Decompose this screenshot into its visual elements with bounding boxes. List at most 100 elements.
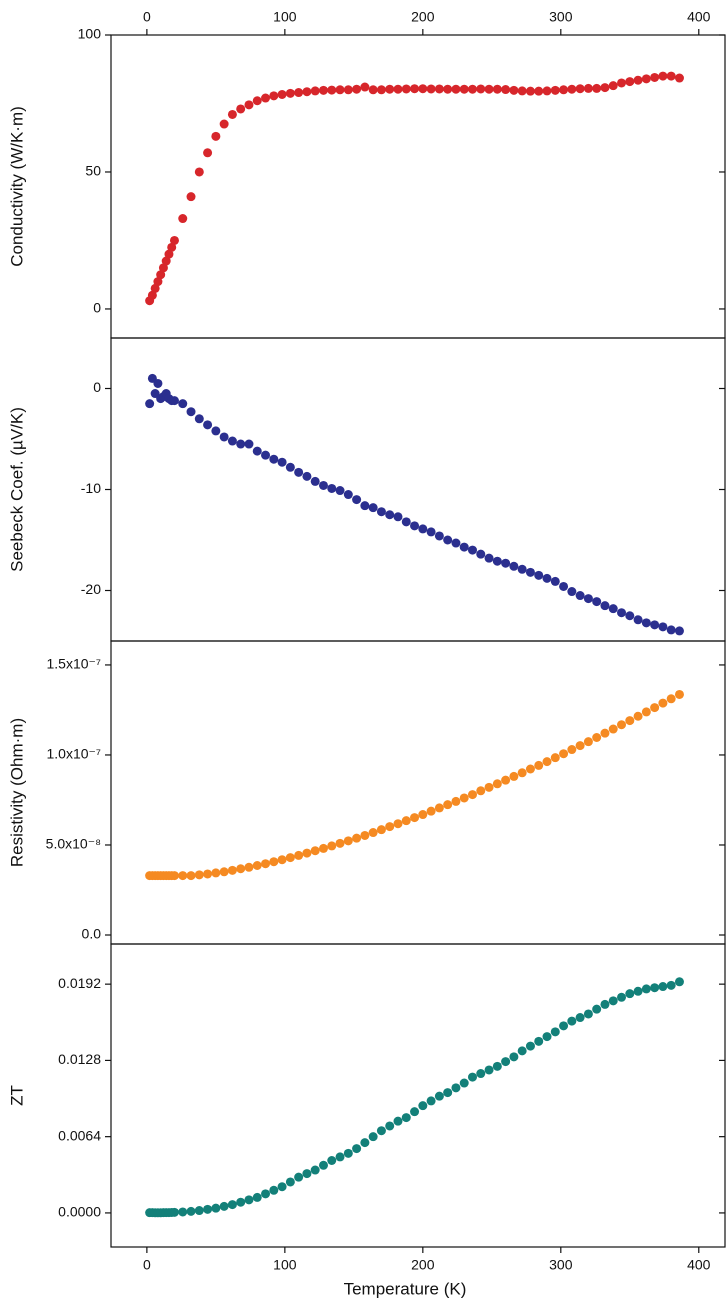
data-point xyxy=(194,1206,204,1216)
data-point xyxy=(153,277,163,287)
data-point xyxy=(194,414,204,424)
data-point xyxy=(211,131,221,141)
data-point xyxy=(567,1016,577,1026)
data-point xyxy=(393,1116,403,1126)
data-point xyxy=(376,85,386,95)
data-point xyxy=(600,83,610,93)
y-tick-label: 1.0x10⁻⁷ xyxy=(47,746,102,762)
data-point xyxy=(517,564,527,574)
data-point xyxy=(401,517,411,527)
data-point xyxy=(658,622,668,632)
data-point xyxy=(310,846,320,856)
data-point xyxy=(674,626,684,636)
data-point xyxy=(310,86,320,96)
y-tick-label: 100 xyxy=(78,26,102,42)
data-point xyxy=(592,1004,602,1014)
data-point xyxy=(625,611,635,621)
data-point xyxy=(625,989,635,999)
data-point xyxy=(600,601,610,611)
data-point xyxy=(169,1207,179,1217)
data-point xyxy=(169,871,179,881)
data-point xyxy=(434,1091,444,1101)
data-point xyxy=(352,833,362,843)
data-point xyxy=(269,1185,279,1195)
data-point xyxy=(285,462,295,472)
data-point xyxy=(567,745,577,755)
data-point xyxy=(401,816,411,826)
data-point xyxy=(376,825,386,835)
data-point xyxy=(459,84,469,94)
data-point xyxy=(559,85,569,95)
data-point xyxy=(318,843,328,853)
data-point xyxy=(575,741,585,751)
data-point xyxy=(468,1072,478,1082)
data-point xyxy=(666,980,676,990)
data-point xyxy=(426,84,436,94)
data-point xyxy=(178,871,188,881)
data-point xyxy=(343,1148,353,1158)
data-point xyxy=(277,855,287,865)
data-point xyxy=(219,867,229,877)
data-point xyxy=(186,871,196,881)
y-tick-label: -20 xyxy=(81,581,101,597)
data-point xyxy=(261,859,271,869)
data-point xyxy=(164,249,174,259)
data-point xyxy=(147,290,157,300)
data-point xyxy=(302,1169,312,1179)
data-point xyxy=(169,396,179,406)
data-point xyxy=(550,753,560,763)
data-point xyxy=(203,869,213,879)
data-point xyxy=(517,768,527,778)
data-point xyxy=(625,77,635,87)
data-point xyxy=(468,545,478,555)
data-point xyxy=(294,850,304,860)
data-point xyxy=(178,214,188,224)
data-point xyxy=(385,510,395,520)
data-point xyxy=(443,535,453,545)
data-point xyxy=(476,549,486,559)
x-tick-label: 0 xyxy=(143,9,151,25)
data-point xyxy=(451,84,461,94)
data-point xyxy=(525,567,535,577)
data-point xyxy=(484,1065,494,1075)
data-point xyxy=(426,806,436,816)
y-tick-label: 0.0 xyxy=(82,926,102,942)
data-point xyxy=(327,85,337,95)
y-tick-label: 50 xyxy=(85,163,101,179)
data-point xyxy=(674,977,684,987)
data-point xyxy=(468,84,478,94)
data-point xyxy=(608,996,618,1006)
data-point xyxy=(534,86,544,96)
data-point xyxy=(327,1155,337,1165)
data-point xyxy=(476,1069,486,1079)
data-point xyxy=(269,857,279,867)
data-point xyxy=(666,694,676,704)
data-point xyxy=(492,84,502,94)
data-point xyxy=(285,853,295,863)
data-point xyxy=(451,538,461,548)
data-point xyxy=(492,1061,502,1071)
data-point xyxy=(592,83,602,93)
data-point xyxy=(476,84,486,94)
data-point xyxy=(294,88,304,98)
y-tick-label: 0 xyxy=(93,300,101,316)
y-tick-label: 0.0000 xyxy=(58,1204,101,1220)
data-point xyxy=(608,724,618,734)
data-point xyxy=(343,836,353,846)
data-point xyxy=(492,556,502,566)
data-point xyxy=(211,868,221,878)
data-point xyxy=(252,446,262,456)
y-tick-label: 0.0192 xyxy=(58,975,101,991)
data-point xyxy=(302,848,312,858)
data-point xyxy=(501,775,511,785)
data-point xyxy=(285,1177,295,1187)
data-point xyxy=(575,1013,585,1023)
data-point xyxy=(352,84,362,94)
data-point xyxy=(360,1138,370,1148)
data-point xyxy=(360,82,370,92)
data-point xyxy=(650,620,660,630)
data-point xyxy=(335,486,345,496)
data-point xyxy=(393,819,403,829)
data-point xyxy=(468,790,478,800)
data-point xyxy=(310,1165,320,1175)
